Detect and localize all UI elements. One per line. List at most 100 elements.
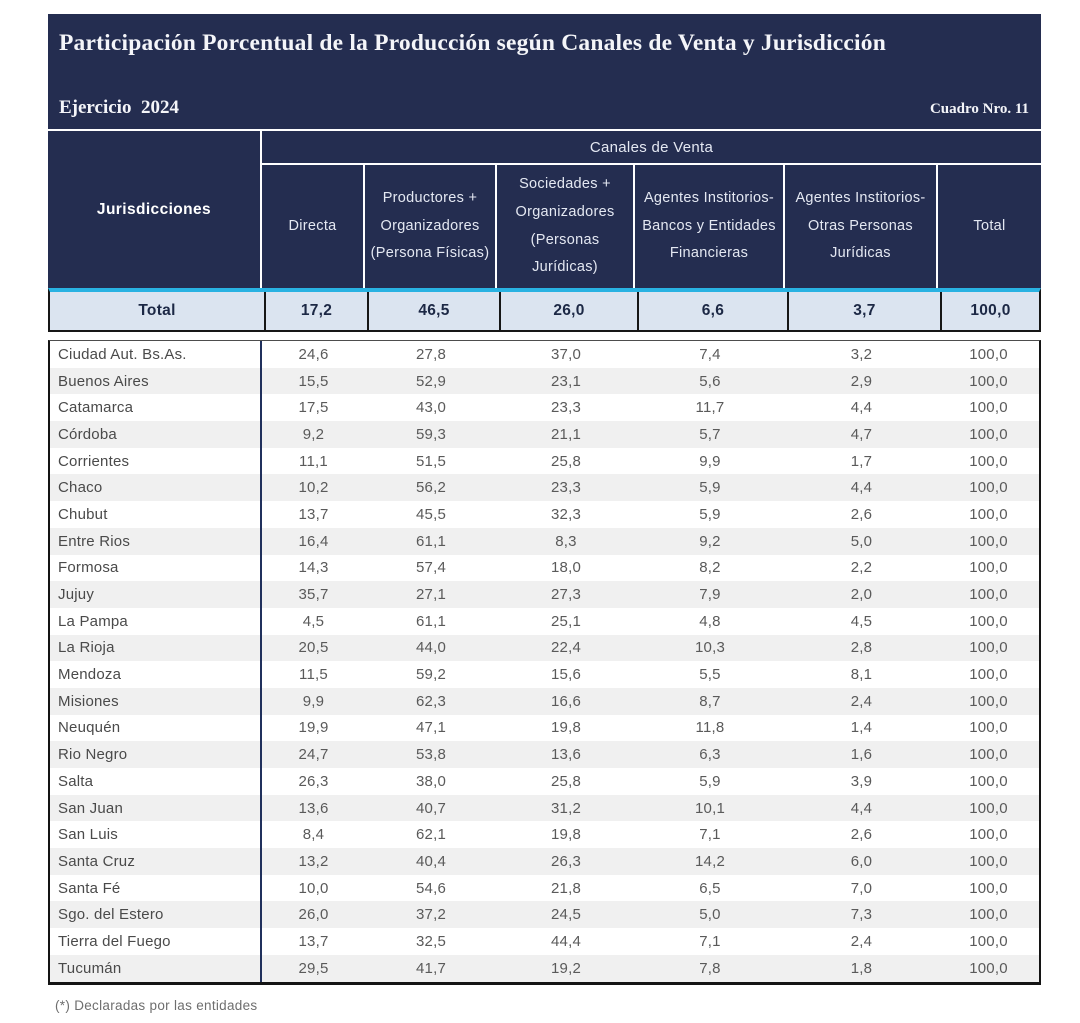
table-row: La Rioja 20,5 44,0 22,4 10,3 2,8 100,0 xyxy=(50,634,1039,662)
table-row: Mendoza 11,5 59,2 15,6 5,5 8,1 100,0 xyxy=(50,661,1039,688)
value-cell: 21,8 xyxy=(551,879,581,897)
table-row: Catamarca 17,5 43,0 23,3 11,7 4,4 100,0 xyxy=(50,394,1039,422)
value-cell: 5,6 xyxy=(699,372,721,390)
value-cell: 23,1 xyxy=(551,372,581,390)
table-row: Misiones 9,9 62,3 16,6 8,7 2,4 100,0 xyxy=(50,687,1039,715)
table-sheet: Participación Porcentual de la Producció… xyxy=(48,14,1041,1013)
value-cell: 20,5 xyxy=(298,639,329,657)
jurisdiction-name: Neuquén xyxy=(50,714,262,742)
value-cell: 5,5 xyxy=(699,666,721,684)
value-cell: 1,6 xyxy=(850,746,873,764)
value-cell: 27,3 xyxy=(551,586,581,604)
column-headers: Jurisdicciones Canales de Venta Directa P… xyxy=(48,131,1041,288)
value-cell: 59,2 xyxy=(416,666,446,684)
value-cell: 2,6 xyxy=(850,826,873,844)
value-cell: 100,0 xyxy=(969,852,1008,870)
value-cell: 6,5 xyxy=(699,879,721,897)
value-cell: 45,5 xyxy=(416,505,446,523)
jurisdiction-name: Santa Fé xyxy=(50,874,262,902)
value-cell: 44,4 xyxy=(551,932,581,950)
value-cell: 100,0 xyxy=(969,932,1008,950)
value-cell: 13,6 xyxy=(298,799,329,817)
value-cell: 18,0 xyxy=(551,559,581,577)
table-row: La Pampa 4,5 61,1 25,1 4,8 4,5 100,0 xyxy=(50,607,1039,635)
value-cell: 8,7 xyxy=(699,692,721,710)
value-cell: 1,8 xyxy=(850,959,873,977)
table-row: Chaco 10,2 56,2 23,3 5,9 4,4 100,0 xyxy=(50,474,1039,502)
value-cell: 16,4 xyxy=(298,532,329,550)
jurisdiction-name: Misiones xyxy=(50,687,262,715)
value-cell: 100,0 xyxy=(969,639,1008,657)
value-cell: 100,0 xyxy=(969,505,1008,523)
value-cell: 37,0 xyxy=(551,345,581,363)
jurisdiction-name: Chaco xyxy=(50,474,262,502)
value-cell: 3,2 xyxy=(850,345,873,363)
value-cell: 32,3 xyxy=(551,505,581,523)
value-cell: 37,2 xyxy=(416,906,446,924)
table-header-block: Participación Porcentual de la Producció… xyxy=(48,14,1041,288)
value-cell: 6,0 xyxy=(850,852,873,870)
value-cell: 3,9 xyxy=(850,772,873,790)
value-cell: 4,5 xyxy=(850,612,873,630)
value-cell: 9,9 xyxy=(699,452,721,470)
table-row: Santa Fé 10,0 54,6 21,8 6,5 7,0 100,0 xyxy=(50,874,1039,902)
table-row: Entre Rios 16,4 61,1 8,3 9,2 5,0 100,0 xyxy=(50,527,1039,555)
value-cell: 25,1 xyxy=(551,612,581,630)
value-cell: 21,1 xyxy=(551,425,581,443)
value-cell: 4,5 xyxy=(302,612,325,630)
value-cell: 100,0 xyxy=(969,345,1008,363)
value-cell: 26,3 xyxy=(298,772,329,790)
table-row: Chubut 13,7 45,5 32,3 5,9 2,6 100,0 xyxy=(50,501,1039,528)
value-cell: 9,9 xyxy=(302,692,325,710)
jurisdiction-name: Buenos Aires xyxy=(50,367,262,395)
value-cell: 38,0 xyxy=(416,772,446,790)
value-cell: 13,6 xyxy=(551,746,581,764)
value-cell: 5,0 xyxy=(850,532,873,550)
table-row: Sgo. del Estero 26,0 37,2 24,5 5,0 7,3 100,0 xyxy=(50,901,1039,929)
table-row: Córdoba 9,2 59,3 21,1 5,7 4,7 100,0 xyxy=(50,421,1039,448)
value-cell: 100,0 xyxy=(969,772,1008,790)
value-cell: 8,2 xyxy=(699,559,721,577)
value-cell: 43,0 xyxy=(416,399,446,417)
col-header: Sociedades + Organizadores (Personas Jur… xyxy=(497,165,635,288)
total-value-cell: 26,0 xyxy=(499,292,637,330)
jurisdiction-name: San Juan xyxy=(50,794,262,822)
col-header: Agentes Institorios- Bancos y Entidades … xyxy=(635,165,785,288)
value-cell: 1,7 xyxy=(850,452,873,470)
value-cell: 14,3 xyxy=(298,559,329,577)
value-cell: 100,0 xyxy=(969,586,1008,604)
table-row: Formosa 14,3 57,4 18,0 8,2 2,2 100,0 xyxy=(50,554,1039,582)
value-cell: 100,0 xyxy=(969,399,1008,417)
value-cell: 100,0 xyxy=(969,879,1008,897)
value-cell: 8,1 xyxy=(850,666,873,684)
value-cell: 100,0 xyxy=(969,959,1008,977)
value-cell: 100,0 xyxy=(969,479,1008,497)
jurisdiction-name: Entre Rios xyxy=(50,527,262,555)
col-group-canales-de-venta: Canales de Venta xyxy=(262,131,1041,165)
total-row: Total 17,2 46,5 26,0 6,6 3,7 100,0 xyxy=(48,288,1041,332)
value-cell: 24,5 xyxy=(551,906,581,924)
jurisdiction-name: Jujuy xyxy=(50,581,262,608)
value-cell: 9,2 xyxy=(302,425,325,443)
page-title: Participación Porcentual de la Producció… xyxy=(59,30,887,56)
jurisdiction-name: Salta xyxy=(50,768,262,795)
value-cell: 5,7 xyxy=(699,425,721,443)
value-cell: 61,1 xyxy=(416,612,446,630)
value-cell: 100,0 xyxy=(969,826,1008,844)
value-cell: 31,2 xyxy=(551,799,581,817)
col-header-jurisdicciones: Jurisdicciones xyxy=(48,131,262,288)
value-cell: 100,0 xyxy=(969,612,1008,630)
value-cell: 5,9 xyxy=(699,505,721,523)
jurisdiction-name: La Rioja xyxy=(50,634,262,662)
value-cell: 57,4 xyxy=(416,559,446,577)
value-cell: 10,0 xyxy=(298,879,329,897)
table-row: San Luis 8,4 62,1 19,8 7,1 2,6 100,0 xyxy=(50,821,1039,849)
value-cell: 4,7 xyxy=(850,425,873,443)
value-cell: 22,4 xyxy=(551,639,581,657)
value-cell: 19,2 xyxy=(551,959,581,977)
value-cell: 100,0 xyxy=(969,746,1008,764)
value-cell: 4,4 xyxy=(850,399,873,417)
value-cell: 2,6 xyxy=(850,505,873,523)
table-row: Neuquén 19,9 47,1 19,8 11,8 1,4 100,0 xyxy=(50,714,1039,742)
